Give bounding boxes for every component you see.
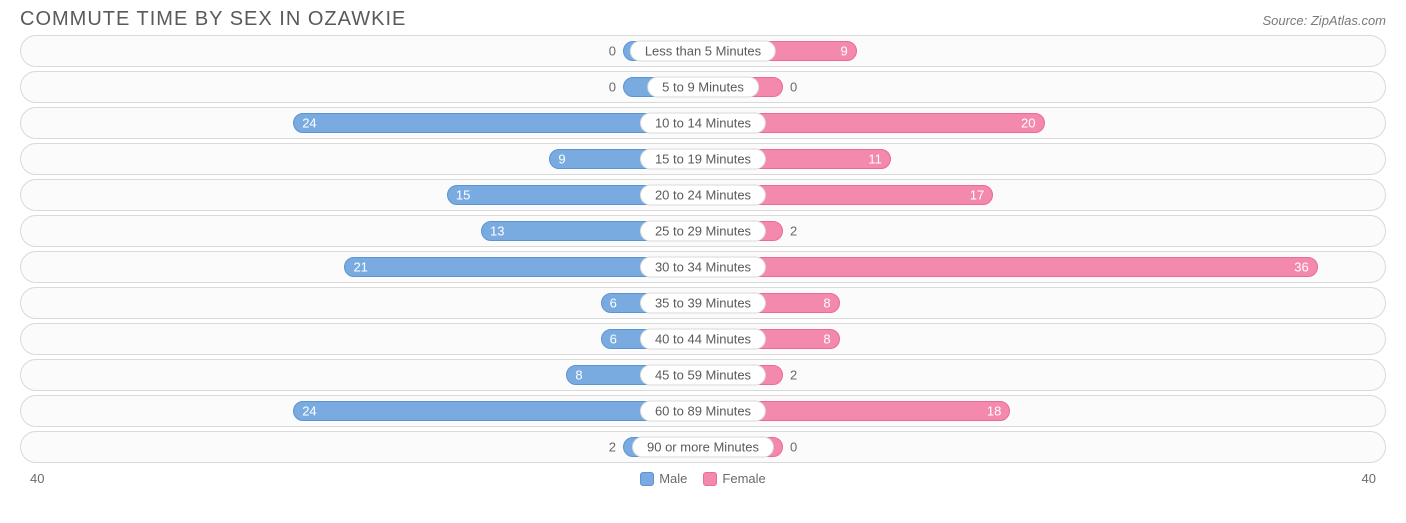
male-value: 24: [302, 404, 316, 419]
chart-footer: 40 Male Female 40: [0, 467, 1406, 486]
row-right-half: 8: [703, 288, 1385, 318]
chart-row: 24 20 10 to 14 Minutes: [20, 107, 1386, 139]
row-left-half: 2: [21, 432, 703, 462]
row-right-half: 17: [703, 180, 1385, 210]
male-value: 0: [609, 44, 624, 59]
row-right-half: 18: [703, 396, 1385, 426]
row-left-half: 9: [21, 144, 703, 174]
row-right-half: 36: [703, 252, 1385, 282]
chart-row: 8 2 45 to 59 Minutes: [20, 359, 1386, 391]
row-left-half: 0: [21, 36, 703, 66]
female-value: 36: [1294, 260, 1308, 275]
row-right-half: 2: [703, 216, 1385, 246]
chart-row: 15 17 20 to 24 Minutes: [20, 179, 1386, 211]
chart-title: COMMUTE TIME BY SEX IN OZAWKIE: [20, 8, 406, 31]
row-category-label: 40 to 44 Minutes: [640, 329, 766, 350]
row-category-label: 10 to 14 Minutes: [640, 113, 766, 134]
chart-header: COMMUTE TIME BY SEX IN OZAWKIE Source: Z…: [0, 0, 1406, 35]
male-value: 21: [353, 260, 367, 275]
row-category-label: 90 or more Minutes: [632, 437, 774, 458]
female-value: 17: [970, 188, 984, 203]
male-value: 0: [609, 80, 624, 95]
female-value: 2: [782, 368, 797, 383]
row-right-half: 9: [703, 36, 1385, 66]
row-left-half: 8: [21, 360, 703, 390]
chart-row: 9 11 15 to 19 Minutes: [20, 143, 1386, 175]
row-right-half: 11: [703, 144, 1385, 174]
row-left-half: 13: [21, 216, 703, 246]
chart-source: Source: ZipAtlas.com: [1262, 13, 1386, 28]
row-left-half: 6: [21, 288, 703, 318]
row-category-label: 5 to 9 Minutes: [647, 77, 759, 98]
female-value: 0: [782, 440, 797, 455]
female-bar: 36: [703, 257, 1318, 277]
chart-row: 6 8 40 to 44 Minutes: [20, 323, 1386, 355]
row-left-half: 21: [21, 252, 703, 282]
chart-row: 13 2 25 to 29 Minutes: [20, 215, 1386, 247]
row-category-label: 35 to 39 Minutes: [640, 293, 766, 314]
chart-row: 21 36 30 to 34 Minutes: [20, 251, 1386, 283]
legend-female-label: Female: [722, 471, 765, 486]
row-right-half: 8: [703, 324, 1385, 354]
row-category-label: 25 to 29 Minutes: [640, 221, 766, 242]
axis-right-max: 40: [1362, 471, 1376, 486]
male-swatch-icon: [640, 472, 654, 486]
chart-row: 2 0 90 or more Minutes: [20, 431, 1386, 463]
female-value: 9: [840, 44, 847, 59]
male-value: 6: [610, 332, 617, 347]
male-value: 6: [610, 296, 617, 311]
female-value: 18: [987, 404, 1001, 419]
legend-item-female: Female: [703, 471, 765, 486]
legend-male-label: Male: [659, 471, 687, 486]
row-category-label: 15 to 19 Minutes: [640, 149, 766, 170]
male-value: 15: [456, 188, 470, 203]
axis-left-max: 40: [30, 471, 44, 486]
row-category-label: 45 to 59 Minutes: [640, 365, 766, 386]
chart-row: 6 8 35 to 39 Minutes: [20, 287, 1386, 319]
chart-row: 0 0 5 to 9 Minutes: [20, 71, 1386, 103]
row-left-half: 24: [21, 108, 703, 138]
row-right-half: 0: [703, 72, 1385, 102]
male-value: 2: [609, 440, 624, 455]
row-category-label: 20 to 24 Minutes: [640, 185, 766, 206]
row-left-half: 0: [21, 72, 703, 102]
male-value: 9: [558, 152, 565, 167]
row-right-half: 20: [703, 108, 1385, 138]
chart-row: 0 9 Less than 5 Minutes: [20, 35, 1386, 67]
male-value: 8: [575, 368, 582, 383]
female-swatch-icon: [703, 472, 717, 486]
female-value: 20: [1021, 116, 1035, 131]
row-right-half: 0: [703, 432, 1385, 462]
female-value: 0: [782, 80, 797, 95]
female-value: 11: [868, 152, 882, 167]
row-category-label: 60 to 89 Minutes: [640, 401, 766, 422]
female-value: 8: [823, 332, 830, 347]
chart-area: 09Less than 5 Minutes005 to 9 Minutes242…: [0, 35, 1406, 463]
female-value: 8: [823, 296, 830, 311]
female-value: 2: [782, 224, 797, 239]
row-category-label: Less than 5 Minutes: [630, 41, 776, 62]
male-value: 24: [302, 116, 316, 131]
legend-item-male: Male: [640, 471, 687, 486]
row-left-half: 15: [21, 180, 703, 210]
male-value: 13: [490, 224, 504, 239]
row-right-half: 2: [703, 360, 1385, 390]
legend: Male Female: [640, 471, 766, 486]
row-category-label: 30 to 34 Minutes: [640, 257, 766, 278]
chart-row: 24 18 60 to 89 Minutes: [20, 395, 1386, 427]
row-left-half: 24: [21, 396, 703, 426]
row-left-half: 6: [21, 324, 703, 354]
